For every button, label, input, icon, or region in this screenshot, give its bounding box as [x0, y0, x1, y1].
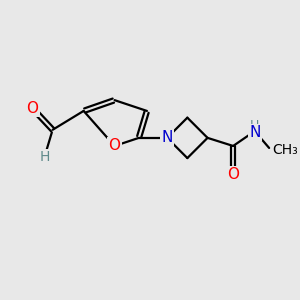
Text: H: H [39, 150, 50, 164]
Text: CH₃: CH₃ [272, 143, 298, 157]
Text: O: O [26, 101, 38, 116]
Text: O: O [109, 139, 121, 154]
Text: H: H [250, 119, 259, 132]
Text: N: N [161, 130, 173, 146]
Text: O: O [227, 167, 239, 182]
Text: N: N [249, 125, 260, 140]
